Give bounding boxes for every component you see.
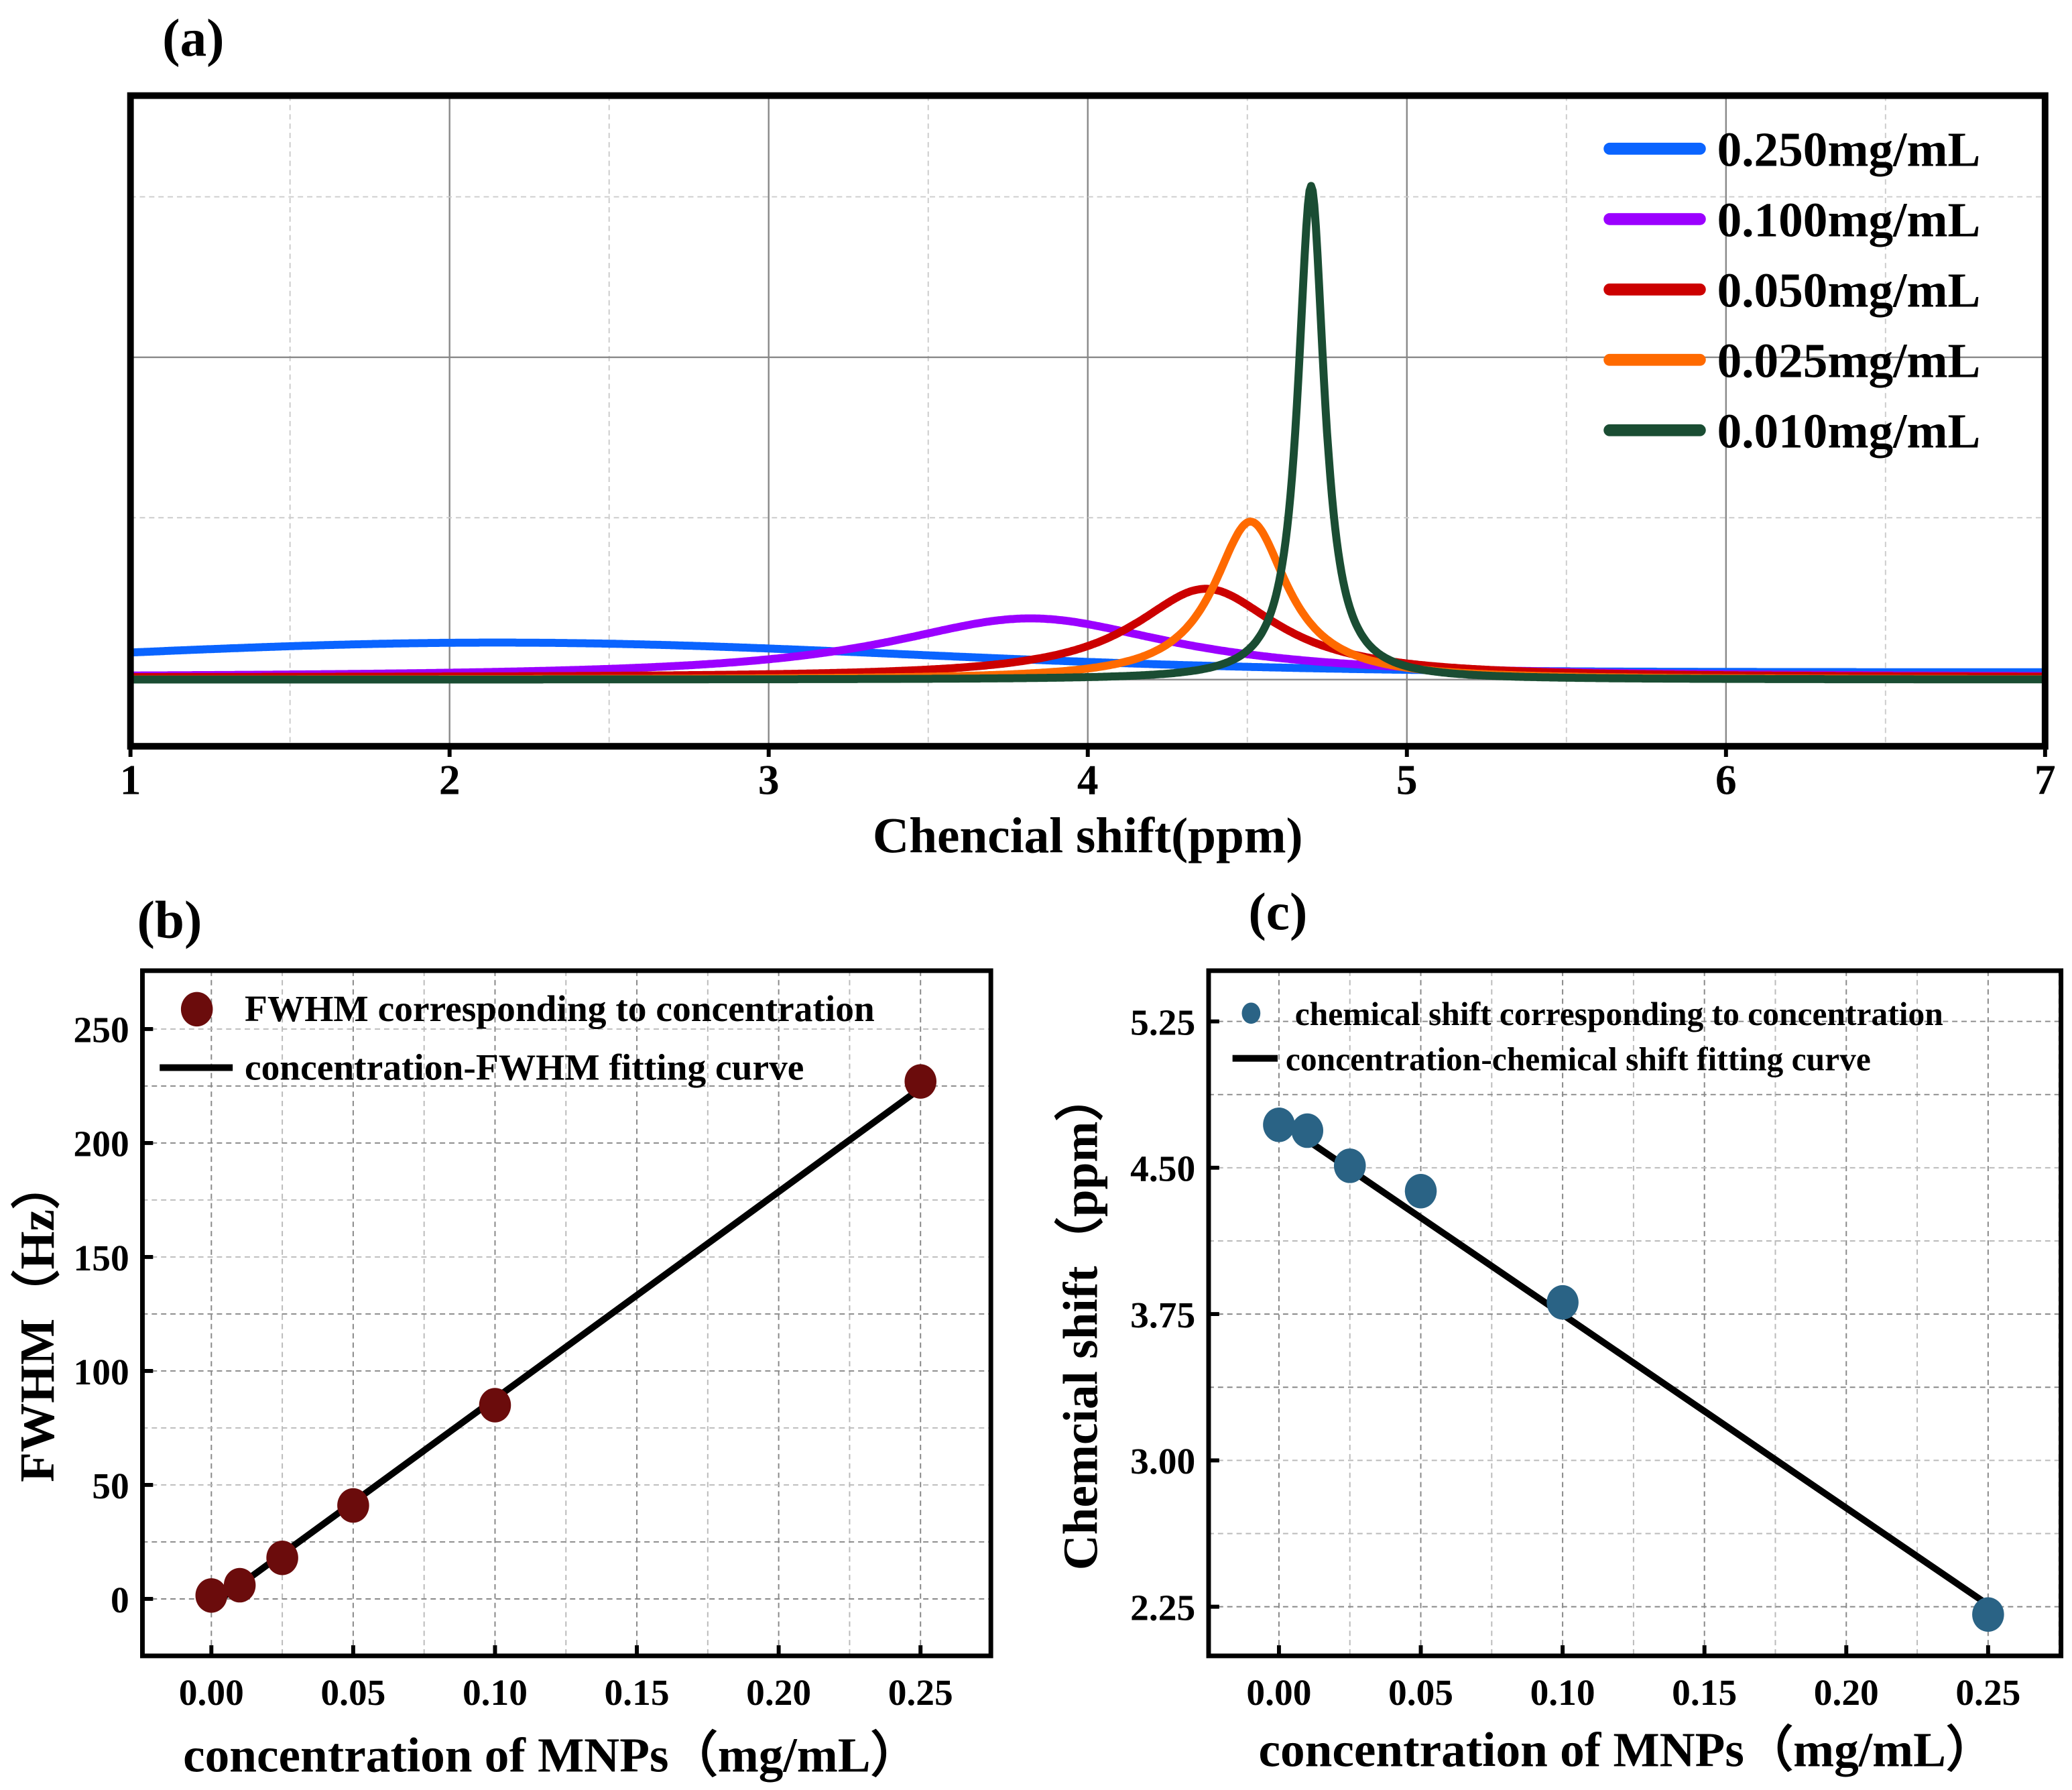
y-tick-label: 0 (111, 1579, 129, 1620)
data-point (1972, 1597, 2004, 1632)
data-point (904, 1064, 936, 1099)
panel-b-fwhm-chart: 0.00 0.05 0.10 0.15 0.20 0.25 0 50 100 150 200 250 F… (74, 968, 993, 1713)
data-point (195, 1578, 228, 1613)
y-tick-label: 50 (92, 1466, 129, 1506)
fit-line (1277, 1118, 1990, 1608)
legend-label: 0.250mg/mL (1717, 123, 1981, 177)
panel-a-label: (a) (162, 9, 224, 68)
fit-line (209, 1085, 923, 1609)
x-tick-label: 0.00 (179, 1672, 244, 1713)
panel-b-y-axis-label: FWHM（Hz） (10, 1160, 64, 1482)
y-tick-label: 3.00 (1130, 1441, 1195, 1482)
x-tick-label: 0.25 (1955, 1672, 2020, 1713)
x-tick-label: 0.10 (463, 1672, 528, 1713)
x-tick-label: 0.15 (1672, 1672, 1737, 1713)
y-tick-label: 4.50 (1130, 1148, 1195, 1189)
legend-label: concentration-FWHM fitting curve (245, 1047, 804, 1087)
x-tick-label: 0.20 (746, 1672, 811, 1713)
legend-label: chemical shift corresponding to concentr… (1295, 996, 1943, 1032)
panel-c-x-axis-label: concentration of MNPs（mg/mL） (1259, 1722, 1996, 1777)
spectrum-line-0.010mg/mL (128, 182, 2048, 684)
y-tick-label: 200 (74, 1124, 129, 1165)
panel-a-x-axis-label: Chencial shift(ppm) (873, 809, 1303, 864)
x-tick-label: 0.20 (1814, 1672, 1879, 1713)
x-tick-label: 0.10 (1530, 1672, 1595, 1713)
panel-a-spectrum-chart: 1 2 3 4 5 6 7 0.250mg/mL 0.100mg/mL 0.050mg/mL 0.0… (120, 92, 2056, 803)
panel-b-x-axis-label: concentration of MNPs（mg/mL） (183, 1728, 920, 1782)
legend-label: 0.025mg/mL (1717, 334, 1981, 388)
y-tick-label: 150 (74, 1238, 129, 1278)
x-tick-label: 5 (1396, 756, 1418, 803)
panel-c-label: (c) (1248, 882, 1307, 941)
x-tick-label: 0.25 (888, 1672, 953, 1713)
data-point (223, 1567, 256, 1603)
data-point (1546, 1285, 1579, 1320)
y-tick-label: 250 (74, 1010, 129, 1051)
x-tick-label: 6 (1715, 756, 1737, 803)
x-tick-label: 0.05 (320, 1672, 385, 1713)
data-point (479, 1388, 511, 1423)
y-tick-label: 100 (74, 1352, 129, 1392)
x-tick-label: 0.05 (1388, 1672, 1453, 1713)
panel-c-y-axis-label: Chemcial shift（ppm） (1054, 1072, 1108, 1570)
legend-marker (1241, 1002, 1261, 1024)
data-point (1404, 1173, 1437, 1209)
y-tick-label: 2.25 (1130, 1587, 1195, 1628)
legend-label: 0.050mg/mL (1717, 263, 1981, 318)
y-tick-label: 5.25 (1130, 1002, 1195, 1042)
x-tick-label: 7 (2034, 756, 2056, 803)
x-tick-label: 1 (120, 756, 141, 803)
legend-label: 0.010mg/mL (1717, 404, 1981, 459)
panel-b-label: (b) (137, 890, 202, 949)
x-tick-label: 4 (1077, 756, 1099, 803)
data-point (1333, 1148, 1366, 1183)
data-point (1263, 1108, 1295, 1142)
legend-label: FWHM corresponding to concentration (245, 988, 875, 1029)
y-tick-label: 3.75 (1130, 1295, 1195, 1335)
x-tick-label: 2 (439, 756, 461, 803)
x-tick-label: 3 (758, 756, 780, 803)
x-tick-label: 0.00 (1246, 1672, 1311, 1713)
legend-label: 0.100mg/mL (1717, 193, 1981, 247)
data-point (1291, 1113, 1324, 1148)
x-tick-label: 0.15 (605, 1672, 670, 1713)
legend-marker (180, 992, 213, 1027)
data-point (266, 1540, 298, 1575)
plot-frame (140, 968, 993, 1659)
legend-label: concentration-chemical shift fitting cur… (1286, 1040, 1871, 1077)
panel-c-shift-chart: 0.00 0.05 0.10 0.15 0.20 0.25 2.25 3.00 3.75 4.50… (1130, 968, 2064, 1713)
data-point (337, 1488, 369, 1523)
